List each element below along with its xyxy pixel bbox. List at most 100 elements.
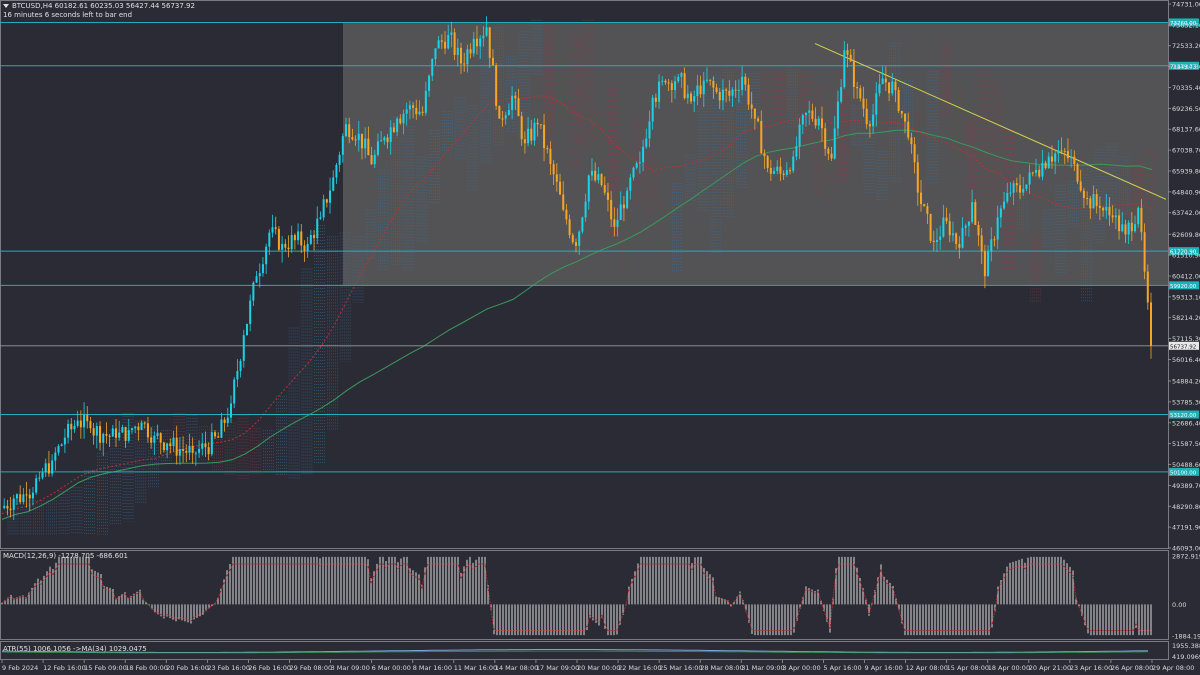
candle-body (878, 84, 881, 94)
price-tick-label: 60412.00 (1172, 273, 1200, 281)
candle-body (1044, 162, 1047, 169)
macd-signal-line (1, 563, 1151, 631)
time-tick-label: 5 Apr 16:00 (823, 664, 861, 672)
candle-body (223, 419, 226, 423)
level-tag (1169, 18, 1199, 27)
candle-body (1143, 232, 1146, 272)
candle-body (808, 110, 811, 113)
price-tick-label: 49389.70 (1172, 482, 1200, 490)
candle-body (654, 97, 657, 102)
candle-body (456, 47, 459, 55)
price-tick-label: 54884.20 (1172, 378, 1200, 386)
candle-body (1050, 156, 1053, 162)
price-tick-label: 50488.60 (1172, 461, 1200, 469)
candle-body (820, 118, 823, 129)
time-tick-label: 26 Feb 16:00 (248, 664, 291, 672)
candle-body (587, 175, 590, 202)
candle-body (731, 89, 734, 96)
candle-body (19, 494, 22, 503)
level-tag-label: 50100.00 (1170, 470, 1197, 476)
candle-body (447, 34, 450, 49)
time-tick-label: 23 Apr 16:00 (1070, 664, 1112, 672)
price-tick-label: 64840.90 (1172, 188, 1200, 196)
candle-body (70, 423, 73, 430)
candle-body (805, 112, 807, 116)
candle-body (1089, 198, 1092, 209)
candle-body (747, 84, 750, 105)
candle-body (1105, 206, 1108, 211)
macd-histogram (1, 556, 1152, 636)
candle-body (1060, 150, 1063, 152)
candle-body (233, 379, 236, 404)
candle-body (392, 127, 395, 132)
candle-body (881, 78, 884, 85)
candle-body (757, 118, 760, 121)
candle-body (967, 221, 970, 226)
candle-body (964, 225, 967, 228)
candle-body (868, 124, 871, 127)
candle-body (920, 192, 922, 205)
candle-body (1054, 153, 1057, 162)
candle-body (412, 105, 415, 108)
ichimoku-cloud (7, 19, 1156, 535)
candle-body (753, 108, 756, 119)
candle-body (51, 460, 54, 474)
candle-body (1012, 183, 1015, 193)
candle-body (495, 65, 498, 106)
candle-body (584, 201, 587, 218)
time-tick-label: 29 Apr 08:00 (1152, 664, 1194, 672)
candle-body (923, 204, 926, 207)
candle-body (127, 430, 130, 441)
time-tick-label: 15 Apr 08:00 (947, 664, 989, 672)
time-tick-label: 17 Mar 09:00 (536, 664, 579, 672)
candle-body (888, 82, 891, 94)
candle-body (894, 81, 897, 91)
candle-body (479, 38, 482, 47)
atr-ma-line (1, 650, 1148, 654)
time-tick-label: 15 Feb 09:00 (84, 664, 127, 672)
candle-body (242, 335, 245, 361)
candle-body (214, 432, 217, 437)
time-tick-label: 12 Apr 08:00 (906, 664, 948, 672)
candle-body (798, 124, 801, 147)
candle-body (1102, 207, 1105, 211)
candle-body (565, 209, 568, 220)
candle-body (1124, 224, 1127, 235)
candle-body (939, 236, 942, 240)
candle-body (431, 59, 434, 76)
candle-body (325, 199, 328, 203)
dropdown-triangle-icon[interactable] (3, 4, 9, 8)
candle-body (546, 148, 549, 150)
candle-body (619, 204, 622, 220)
candle-body (92, 428, 95, 436)
candle-body (217, 436, 220, 438)
candle-body (204, 443, 207, 448)
price-tick-label: 51587.50 (1172, 440, 1200, 448)
candle-body (60, 444, 63, 446)
candle-body (951, 233, 954, 236)
candle-body (277, 228, 280, 250)
candle-body (568, 219, 571, 236)
candle-body (482, 35, 485, 39)
level-tag (1169, 410, 1199, 419)
candle-body (137, 426, 140, 431)
candle-body (383, 137, 386, 141)
candle-body (1140, 207, 1143, 233)
candle-body (453, 32, 456, 55)
candle-body (3, 505, 6, 508)
candle-body (111, 428, 114, 437)
price-tick-label: 70335.40 (1172, 84, 1200, 92)
candle-body (1150, 302, 1152, 346)
candle-body (699, 85, 702, 95)
time-tick-label: 20 Mar 00:00 (577, 664, 620, 672)
candle-body (376, 141, 379, 155)
price-tick-label: 73632.10 (1172, 21, 1200, 29)
price-tick-label: 74731.00 (1172, 1, 1200, 9)
candle-body (814, 118, 817, 126)
candle-body (779, 166, 782, 174)
candle-body (67, 423, 70, 438)
price-tick-label: 56016.40 (1172, 356, 1200, 364)
candle-body (1038, 169, 1041, 177)
